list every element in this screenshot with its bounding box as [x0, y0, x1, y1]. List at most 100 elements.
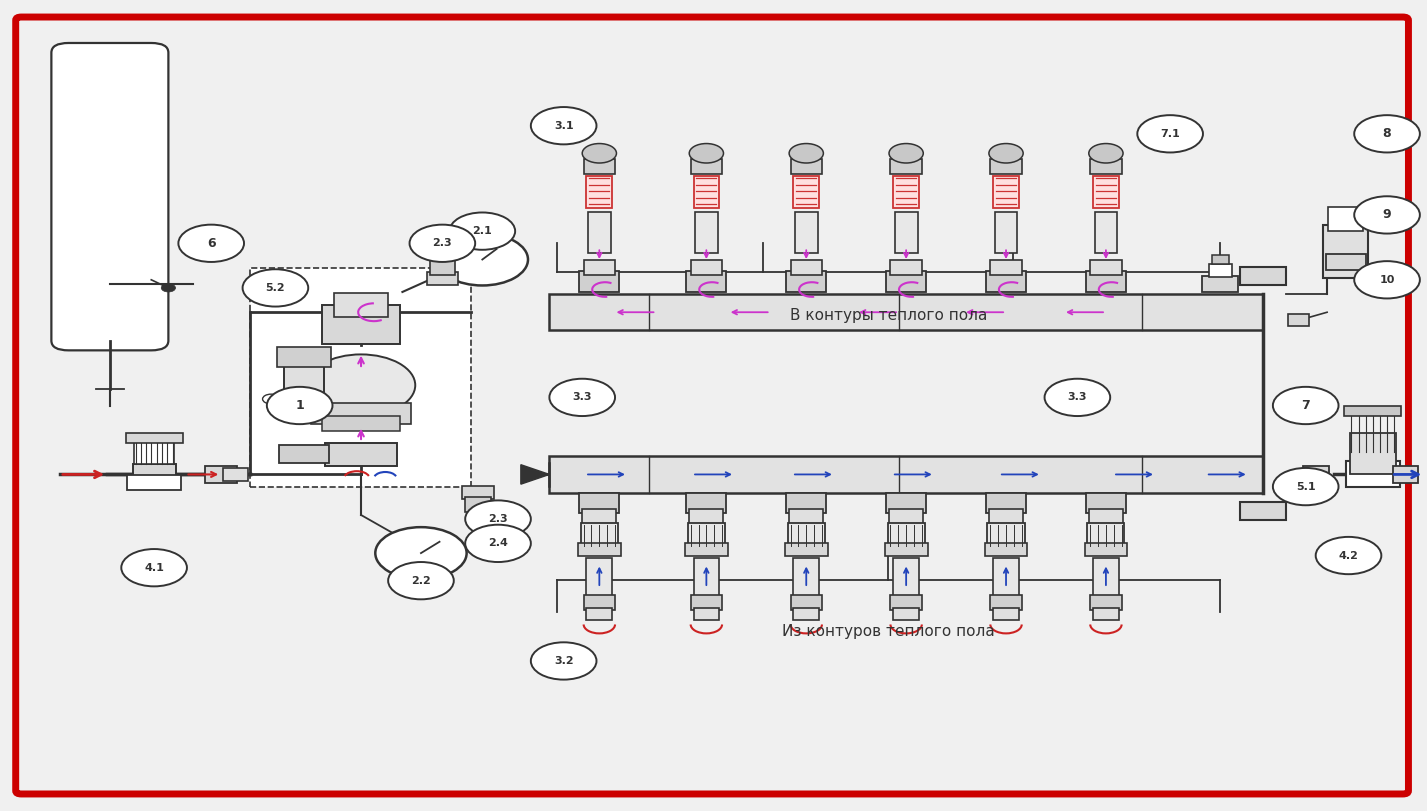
- Text: 8: 8: [1383, 127, 1391, 140]
- Circle shape: [1273, 468, 1339, 505]
- Text: 2.1: 2.1: [472, 226, 492, 236]
- Circle shape: [689, 144, 723, 163]
- Bar: [788, 523, 825, 547]
- Circle shape: [410, 225, 475, 262]
- Bar: [1090, 260, 1122, 275]
- Circle shape: [582, 144, 616, 163]
- Bar: [462, 486, 494, 499]
- FancyBboxPatch shape: [16, 17, 1408, 794]
- Circle shape: [1045, 379, 1110, 416]
- Bar: [886, 271, 926, 291]
- Bar: [1090, 159, 1122, 174]
- Text: 3.3: 3.3: [1067, 393, 1087, 402]
- Bar: [685, 543, 728, 556]
- Circle shape: [243, 269, 308, 307]
- Bar: [791, 159, 822, 174]
- Bar: [1085, 543, 1127, 556]
- Circle shape: [1089, 144, 1123, 163]
- Bar: [990, 595, 1022, 610]
- Text: 9: 9: [1383, 208, 1391, 221]
- Bar: [334, 293, 388, 317]
- Bar: [993, 608, 1019, 620]
- Bar: [691, 159, 722, 174]
- Bar: [986, 492, 1026, 513]
- Bar: [586, 176, 612, 208]
- Text: 4.1: 4.1: [144, 563, 164, 573]
- Bar: [1090, 595, 1122, 610]
- Circle shape: [1316, 537, 1381, 574]
- Bar: [691, 260, 722, 275]
- Bar: [1240, 502, 1286, 520]
- Circle shape: [465, 500, 531, 538]
- Bar: [785, 543, 828, 556]
- Bar: [893, 608, 919, 620]
- Bar: [795, 212, 818, 253]
- Circle shape: [263, 394, 280, 404]
- Bar: [686, 271, 726, 291]
- Bar: [586, 558, 612, 599]
- Circle shape: [267, 387, 332, 424]
- Bar: [584, 260, 615, 275]
- Bar: [1393, 466, 1418, 483]
- Text: 7.1: 7.1: [1160, 129, 1180, 139]
- Text: 5.1: 5.1: [1296, 482, 1316, 491]
- Bar: [889, 509, 923, 524]
- Bar: [989, 509, 1023, 524]
- Bar: [1086, 271, 1126, 291]
- Bar: [588, 212, 611, 253]
- Text: 4.2: 4.2: [1339, 551, 1359, 560]
- Bar: [278, 445, 328, 463]
- Text: 3.2: 3.2: [554, 656, 574, 666]
- Circle shape: [1354, 261, 1420, 298]
- Bar: [791, 595, 822, 610]
- Bar: [990, 159, 1022, 174]
- Circle shape: [531, 107, 596, 144]
- Circle shape: [121, 549, 187, 586]
- Bar: [694, 558, 719, 599]
- Bar: [1344, 406, 1401, 417]
- Circle shape: [307, 354, 415, 416]
- Bar: [1287, 314, 1310, 326]
- Bar: [995, 212, 1017, 253]
- Circle shape: [388, 562, 454, 599]
- Bar: [586, 608, 612, 620]
- Circle shape: [465, 525, 531, 562]
- Bar: [134, 440, 174, 464]
- Bar: [223, 468, 248, 481]
- Bar: [325, 443, 397, 466]
- Circle shape: [789, 144, 823, 163]
- Circle shape: [1354, 196, 1420, 234]
- Bar: [465, 497, 491, 512]
- Circle shape: [1137, 115, 1203, 152]
- Circle shape: [178, 225, 244, 262]
- FancyBboxPatch shape: [250, 268, 471, 487]
- Text: 2.2: 2.2: [411, 576, 431, 586]
- Bar: [791, 260, 822, 275]
- Bar: [582, 509, 616, 524]
- Text: Из контуров теплого пола: Из контуров теплого пола: [782, 624, 995, 639]
- Circle shape: [989, 144, 1023, 163]
- Circle shape: [161, 284, 176, 292]
- Bar: [888, 523, 925, 547]
- Bar: [1327, 207, 1363, 231]
- Circle shape: [531, 642, 596, 680]
- Text: 3.1: 3.1: [554, 121, 574, 131]
- Bar: [688, 523, 725, 547]
- Circle shape: [1273, 387, 1339, 424]
- Bar: [549, 294, 1263, 331]
- Bar: [987, 523, 1025, 547]
- Bar: [1093, 558, 1119, 599]
- Bar: [579, 271, 619, 291]
- Bar: [885, 543, 928, 556]
- Circle shape: [889, 144, 923, 163]
- Bar: [986, 271, 1026, 291]
- Bar: [1095, 212, 1117, 253]
- Bar: [793, 608, 819, 620]
- Bar: [893, 558, 919, 599]
- Text: 2.3: 2.3: [488, 514, 508, 524]
- Bar: [786, 271, 826, 291]
- Bar: [205, 466, 237, 483]
- Bar: [893, 176, 919, 208]
- Bar: [1323, 225, 1368, 277]
- Bar: [584, 159, 615, 174]
